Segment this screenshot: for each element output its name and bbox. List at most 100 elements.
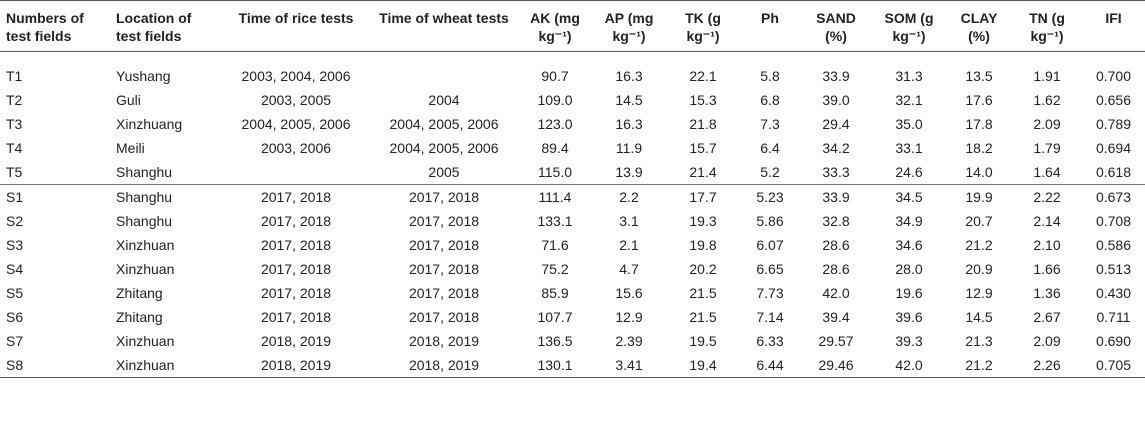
cell: Guli [116,92,141,108]
cell: 2.22 [1012,184,1082,209]
cell [370,52,518,89]
cell: 2004 [428,92,460,108]
cell: Xinzhuan [116,333,175,349]
cell: S1 [0,184,110,209]
cell: S5 [6,285,24,301]
header-ak: AK (mg kg⁻¹) [518,0,592,52]
cell: 2017, 2018 [260,309,332,325]
cell: T2 [6,92,23,108]
header-ph: Ph [740,0,800,52]
cell: 2005 [428,164,460,180]
cell: S4 [6,261,24,277]
header-ifi: IFI [1082,0,1145,52]
soil-test-table: Numbers of test fields Location of test … [0,0,1145,378]
cell: T4 [6,140,23,156]
cell: 33.9 [800,184,872,209]
cell: 1.62 [1033,92,1061,108]
cell: 11.9 [615,140,643,156]
cell: 39.4 [822,309,850,325]
cell: 2017, 2018 [370,184,518,209]
cell: 2004, 2005, 2006 [241,116,351,132]
table-row: T3 Xinzhuang 2004, 2005, 2006 2004, 2005… [0,112,1145,136]
table-row: S7 Xinzhuan 2018, 2019 2018, 2019 136.5 … [0,329,1145,353]
cell: Xinzhuan [110,353,222,378]
cell: 5.2 [760,164,780,180]
cell: S2 [6,213,24,229]
cell: 115.0 [538,164,572,180]
cell: 20.2 [689,261,717,277]
cell: Zhitang [116,309,163,325]
cell: 34.2 [822,140,850,156]
cell: 2017, 2018 [408,285,480,301]
cell: 17.6 [965,92,993,108]
cell: 1.79 [1033,140,1061,156]
cell: Xinzhuang [116,116,183,132]
header-ap: AP (mg kg⁻¹) [592,0,666,52]
cell: 85.9 [541,285,569,301]
cell: 16.3 [615,68,643,84]
cell: 0.673 [1082,184,1145,209]
cell: 6.07 [756,237,784,253]
cell: 21.4 [689,164,717,180]
table-row: T1 Yushang 2003, 2004, 2006 90.7 16.3 22… [0,52,1145,89]
cell: 2017, 2018 [408,213,480,229]
cell: Shanghu [110,184,222,209]
cell: 19.8 [689,237,717,253]
cell: 2.67 [1033,309,1061,325]
cell: 2004, 2005, 2006 [389,116,499,132]
cell: 90.7 [541,68,569,84]
cell: 133.1 [537,213,573,229]
header-rice-time: Time of rice tests [222,0,370,52]
cell: 1.64 [1033,164,1061,180]
cell: T1 [6,68,23,84]
cell: 21.2 [946,353,1012,378]
cell: 39.0 [822,92,850,108]
cell: 71.6 [541,237,569,253]
cell: 42.0 [822,285,850,301]
cell: 3.41 [592,353,666,378]
cell: Xinzhuan [116,261,175,277]
cell: 14.5 [615,92,643,108]
cell: 19.4 [666,353,740,378]
cell: 6.8 [760,92,780,108]
cell: 2018, 2019 [222,353,370,378]
cell: 3.1 [619,213,639,229]
cell: 2017, 2018 [260,237,332,253]
cell: 34.9 [895,213,923,229]
cell: 2.2 [592,184,666,209]
cell: 0.694 [1095,140,1132,156]
cell: 28.6 [822,261,850,277]
cell: 13.5 [965,68,993,84]
header-location: Location of test fields [110,0,222,52]
cell: 1.66 [1033,261,1061,277]
cell: 0.700 [1095,68,1132,84]
cell [222,160,370,185]
cell: 2018, 2019 [370,353,518,378]
cell: 2017, 2018 [408,261,480,277]
cell: 39.6 [895,309,923,325]
cell: 2017, 2018 [260,213,332,229]
cell: 17.7 [666,184,740,209]
cell: 2003, 2006 [260,140,332,156]
table-row: S5 Zhitang 2017, 2018 2017, 2018 85.9 15… [0,281,1145,305]
cell: 5.8 [760,68,780,84]
cell: 136.5 [537,333,573,349]
cell: 28.6 [822,237,850,253]
cell: Shanghu [116,213,173,229]
cell: 6.4 [760,140,780,156]
cell: 109.0 [537,92,573,108]
cell: S3 [6,237,24,253]
cell: 7.3 [760,116,780,132]
cell: 20.9 [965,261,993,277]
cell: 19.9 [946,184,1012,209]
cell: 0.513 [1095,261,1132,277]
cell: 0.708 [1095,213,1132,229]
cell: 19.5 [689,333,717,349]
header-tn: TN (g kg⁻¹) [1012,0,1082,52]
cell: 107.7 [537,309,573,325]
cell: 0.656 [1095,92,1132,108]
cell: 12.9 [615,309,643,325]
cell: 2003, 2005 [260,92,332,108]
cell: 21.5 [689,309,717,325]
cell: 4.7 [619,261,639,277]
